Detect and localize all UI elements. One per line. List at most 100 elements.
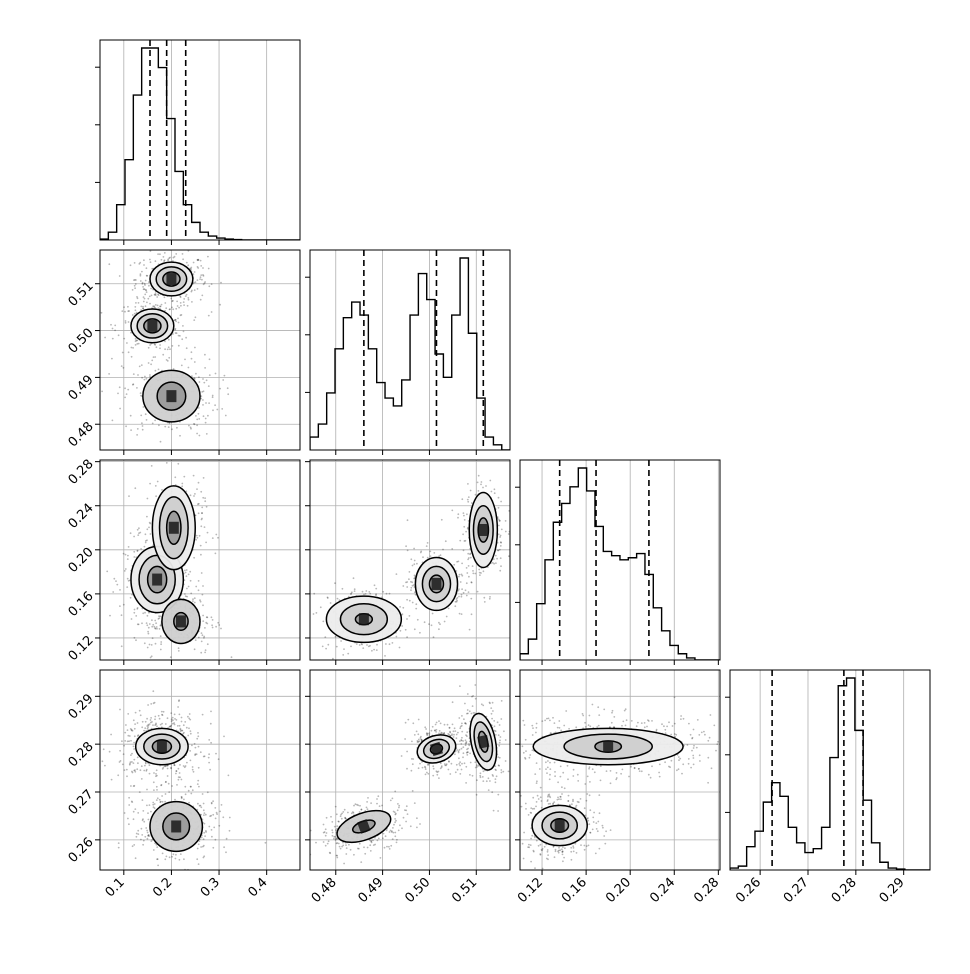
- scatter-point: [456, 764, 458, 766]
- scatter-point: [126, 586, 128, 588]
- scatter-point: [159, 628, 161, 630]
- scatter-point: [399, 824, 401, 826]
- scatter-point: [461, 594, 463, 596]
- scatter-point: [458, 752, 460, 754]
- scatter-point: [148, 285, 150, 287]
- scatter-point: [154, 343, 156, 345]
- scatter-point: [212, 619, 214, 621]
- scatter-point: [146, 516, 148, 518]
- scatter-point: [143, 406, 145, 408]
- scatter-point: [158, 618, 160, 620]
- scatter-point: [181, 730, 183, 732]
- scatter-point: [466, 595, 468, 597]
- scatter-point: [149, 644, 151, 646]
- scatter-point: [502, 771, 504, 773]
- scatter-point: [468, 496, 470, 498]
- scatter-point: [164, 801, 166, 803]
- scatter-point: [500, 542, 502, 544]
- scatter-point: [393, 824, 395, 826]
- scatter-point: [200, 276, 202, 278]
- scatter-point: [171, 720, 173, 722]
- scatter-point: [123, 753, 125, 755]
- scatter-point: [549, 768, 551, 770]
- scatter-point: [682, 763, 684, 765]
- scatter-point: [144, 294, 146, 296]
- scatter-point: [370, 850, 372, 852]
- scatter-point: [167, 260, 169, 262]
- scatter-point: [201, 572, 203, 574]
- scatter-point: [476, 779, 478, 781]
- scatter-point: [145, 770, 147, 772]
- scatter-point: [145, 413, 147, 415]
- scatter-point: [472, 705, 474, 707]
- scatter-point: [476, 766, 478, 768]
- scatter-point: [127, 713, 129, 715]
- scatter-point: [342, 811, 344, 813]
- scatter-point: [132, 289, 134, 291]
- scatter-point: [188, 718, 190, 720]
- scatter-point: [500, 565, 502, 567]
- scatter-point: [179, 725, 181, 727]
- scatter-point: [474, 761, 476, 763]
- scatter-point: [161, 489, 163, 491]
- scatter-point: [407, 813, 409, 815]
- scatter-point: [197, 732, 199, 734]
- scatter-point: [670, 734, 672, 736]
- histogram-step-1: [310, 258, 510, 450]
- scatter-point: [148, 362, 150, 364]
- scatter-point: [501, 772, 503, 774]
- scatter-point: [164, 302, 166, 304]
- scatter-point: [142, 612, 144, 614]
- scatter-point: [446, 616, 448, 618]
- scatter-point: [154, 356, 156, 358]
- scatter-point: [158, 369, 160, 371]
- scatter-point: [457, 769, 459, 771]
- scatter-point: [361, 809, 363, 811]
- scatter-point: [492, 702, 494, 704]
- scatter-point: [498, 533, 500, 535]
- scatter-point: [221, 804, 223, 806]
- scatter-point: [412, 790, 414, 792]
- scatter-point: [678, 756, 680, 758]
- scatter-point: [201, 519, 203, 521]
- scatter-point: [389, 848, 391, 850]
- scatter-point: [461, 723, 463, 725]
- scatter-point: [187, 297, 189, 299]
- scatter-point: [399, 606, 401, 608]
- density-1-2: [294, 475, 512, 670]
- scatter-point: [469, 629, 471, 631]
- scatter-point: [155, 622, 157, 624]
- scatter-point: [353, 805, 355, 807]
- scatter-point: [110, 734, 112, 736]
- scatter-point: [108, 263, 110, 265]
- scatter-point: [212, 395, 214, 397]
- scatter-point: [451, 548, 453, 550]
- scatter-point: [198, 482, 200, 484]
- scatter-point: [154, 620, 156, 622]
- scatter-point: [190, 428, 192, 430]
- scatter-point: [346, 847, 348, 849]
- scatter-point: [173, 368, 175, 370]
- scatter-point: [167, 768, 169, 770]
- scatter-point: [227, 387, 229, 389]
- scatter-point: [495, 562, 497, 564]
- scatter-point: [197, 279, 199, 281]
- scatter-point: [659, 776, 661, 778]
- scatter-point: [596, 726, 598, 728]
- scatter-point: [129, 735, 131, 737]
- scatter-point: [436, 722, 438, 724]
- scatter-point: [146, 725, 148, 727]
- scatter-point: [121, 645, 123, 647]
- scatter-point: [438, 777, 440, 779]
- scatter-point: [458, 561, 460, 563]
- scatter-point: [160, 441, 162, 443]
- scatter-point: [395, 820, 397, 822]
- scatter-point: [193, 495, 195, 497]
- scatter-point: [133, 279, 135, 281]
- scatter-point: [378, 838, 380, 840]
- scatter-point: [396, 636, 398, 638]
- scatter-point: [405, 722, 407, 724]
- scatter-point: [201, 512, 203, 514]
- scatter-point: [154, 807, 156, 809]
- scatter-point: [202, 594, 204, 596]
